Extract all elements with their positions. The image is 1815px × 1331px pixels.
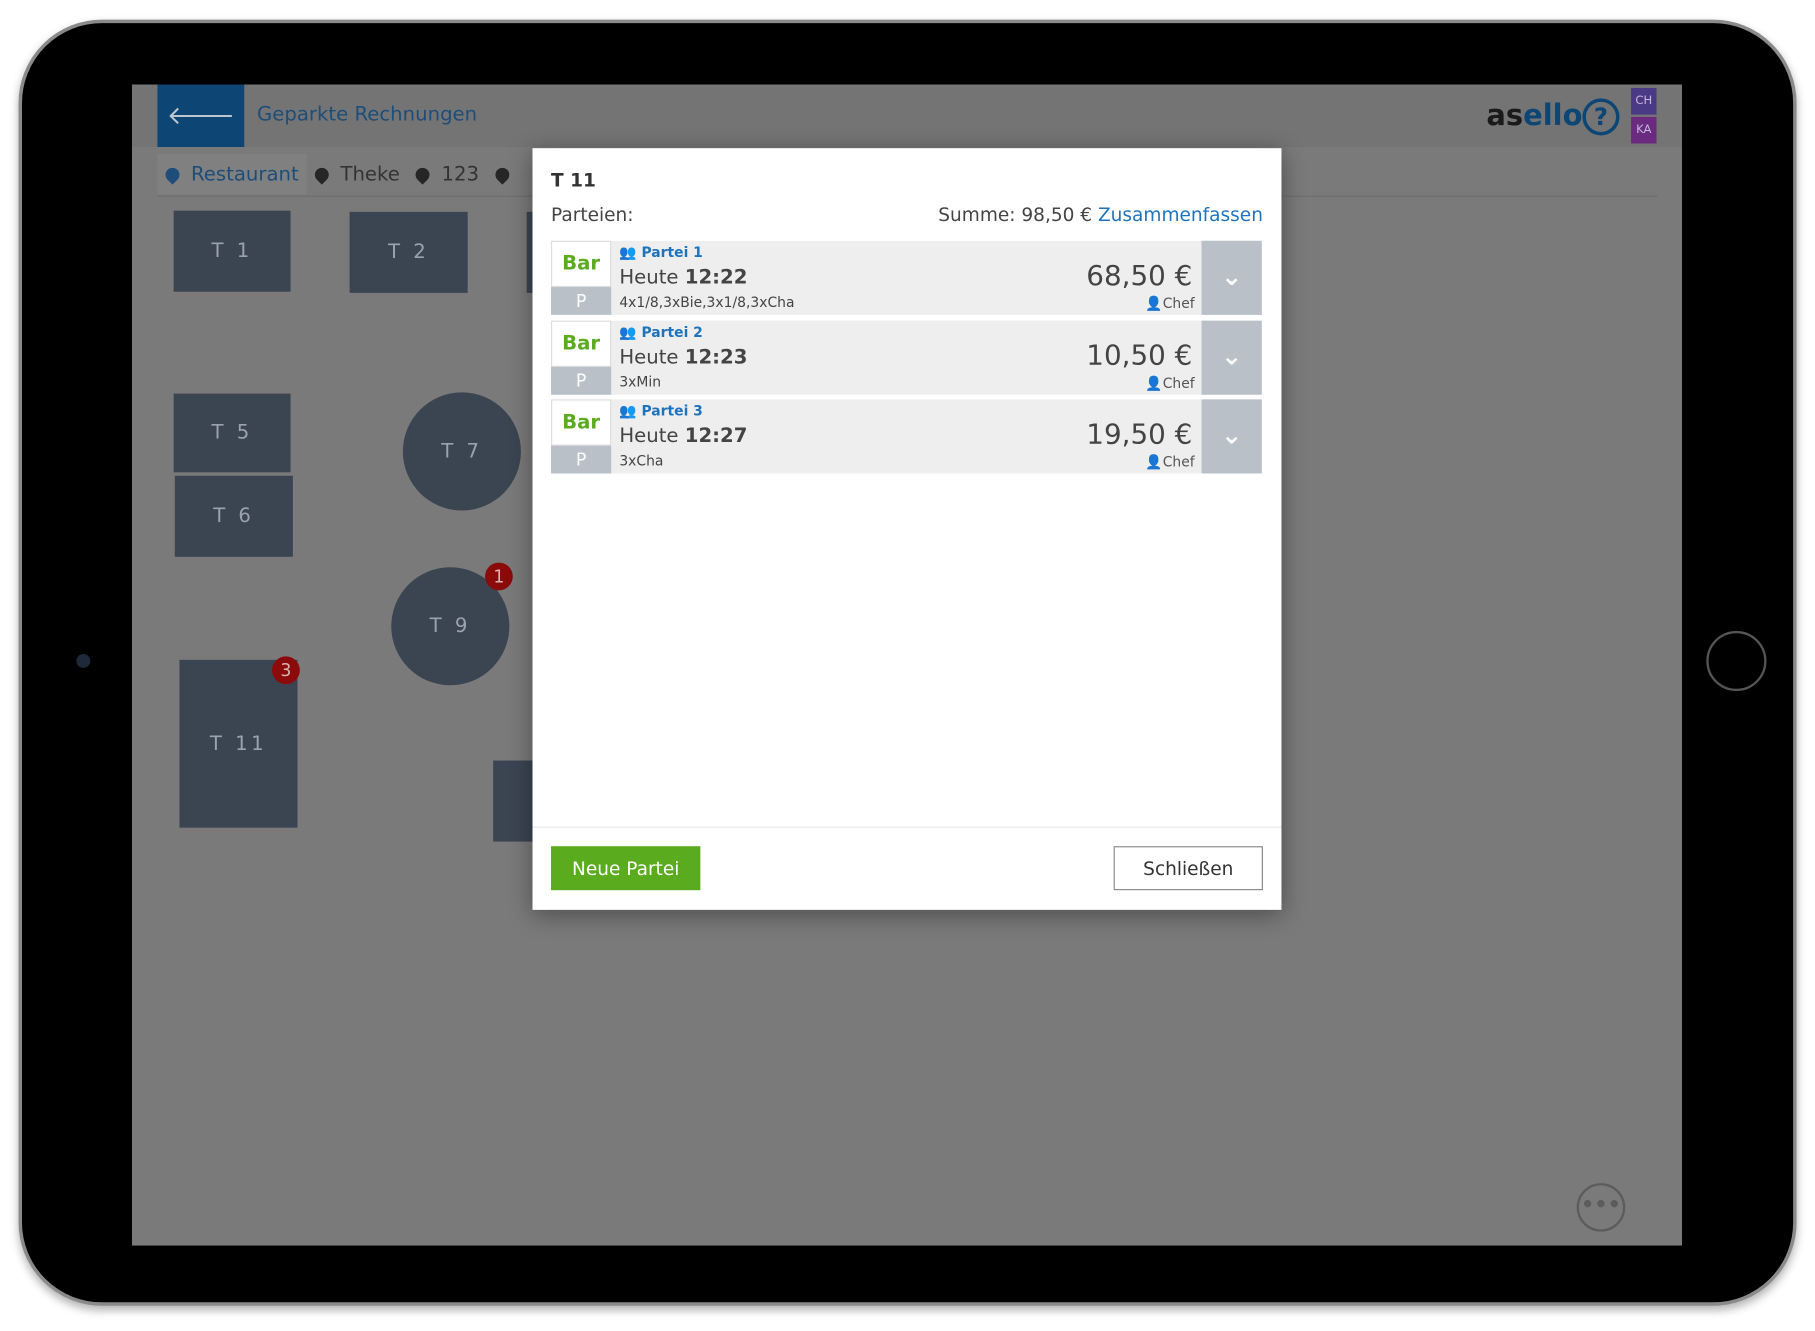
user-icon: 👤	[1145, 295, 1163, 312]
expand-button[interactable]: ⌄	[1201, 399, 1262, 474]
more-button[interactable]: •••	[1576, 1183, 1626, 1232]
area-tabs: Restaurant Theke 123	[157, 153, 522, 195]
party-row[interactable]: Bar P 👥 Partei 1 Heute 12:22 4x1/8,3xBie…	[551, 240, 1262, 315]
party-user: 👤Chef	[1145, 374, 1195, 391]
table-t11-badge: 3	[272, 656, 300, 685]
party-time: Heute 12:22	[619, 266, 748, 290]
users-icon: 👥	[619, 244, 637, 261]
merge-link[interactable]: Zusammenfassen	[1097, 203, 1263, 226]
payment-method: Bar	[551, 399, 612, 446]
party-row[interactable]: Bar P 👥 Partei 2 Heute 12:23 3xMin 10,50…	[551, 320, 1262, 395]
party-name: 👥 Partei 1	[619, 244, 703, 261]
party-name: 👥 Partei 2	[619, 323, 703, 340]
party-items: 4x1/8,3xBie,3x1/8,3xCha	[619, 294, 795, 311]
map-pin-icon	[413, 164, 433, 185]
party-items: 3xMin	[619, 373, 662, 390]
chevron-down-icon: ⌄	[1221, 421, 1243, 451]
party-amount: 10,50 €	[1086, 338, 1193, 372]
sum-text: Summe: 98,50 € Zusammenfassen	[938, 203, 1263, 226]
table-t6[interactable]: T 6	[174, 475, 293, 557]
map-pin-icon	[162, 164, 183, 185]
user-icon: 👤	[1145, 453, 1163, 470]
table-t5[interactable]: T 5	[173, 393, 291, 473]
header: 🡐 Geparkte Rechnungen asello ? CH KA	[131, 84, 1682, 148]
table-hidden[interactable]	[493, 760, 540, 842]
footer-divider	[532, 826, 1282, 828]
tab-123[interactable]: 123	[408, 154, 487, 195]
chevron-down-icon: ⌄	[1221, 262, 1243, 292]
map-pin-icon	[492, 164, 513, 185]
payment-method: Bar	[551, 240, 612, 288]
users-icon: 👥	[619, 323, 637, 340]
page-title: Geparkte Rechnungen	[256, 103, 478, 127]
parties-label: Parteien:	[551, 203, 634, 226]
help-icon[interactable]: ?	[1582, 98, 1620, 136]
map-pin-icon	[312, 164, 332, 185]
dialog-title: T 11	[551, 169, 596, 192]
parked-flag: P	[551, 287, 612, 315]
users-icon: 👥	[619, 402, 637, 420]
parked-flag: P	[551, 366, 612, 395]
parked-flag: P	[551, 445, 612, 474]
party-dialog: T 11 Parteien: Summe: 98,50 € Zusammenfa…	[532, 148, 1282, 910]
home-button[interactable]	[1706, 630, 1767, 692]
table-t9[interactable]: T 9	[391, 567, 510, 686]
user-icon: 👤	[1145, 374, 1163, 391]
payment-method: Bar	[551, 320, 612, 367]
party-name: 👥 Partei 3	[619, 402, 703, 420]
party-amount: 19,50 €	[1086, 417, 1193, 451]
expand-button[interactable]: ⌄	[1201, 320, 1262, 395]
table-t2[interactable]: T 2	[349, 211, 468, 293]
chevron-down-icon: ⌄	[1221, 342, 1243, 372]
user-ch[interactable]: CH	[1631, 87, 1657, 115]
close-button[interactable]: Schließen	[1113, 846, 1263, 891]
party-items: 3xCha	[619, 452, 664, 469]
tab-restaurant[interactable]: Restaurant	[157, 153, 307, 195]
expand-button[interactable]: ⌄	[1201, 240, 1262, 315]
party-user: 👤Chef	[1145, 453, 1195, 470]
table-t9-badge: 1	[485, 562, 513, 591]
party-time: Heute 12:27	[619, 424, 748, 448]
back-button[interactable]: 🡐	[157, 84, 245, 148]
table-t11[interactable]: T 11	[179, 659, 298, 828]
arrow-left-icon: 🡐	[166, 101, 235, 131]
party-amount: 68,50 €	[1086, 259, 1193, 292]
tab-theke[interactable]: Theke	[307, 154, 408, 195]
user-ka[interactable]: KA	[1631, 116, 1657, 144]
table-t1[interactable]: T 1	[173, 210, 291, 292]
new-party-button[interactable]: Neue Partei	[551, 846, 701, 891]
party-row[interactable]: Bar P 👥 Partei 3 Heute 12:27 3xCha 19,50…	[551, 399, 1262, 474]
table-t7[interactable]: T 7	[402, 392, 521, 511]
party-time: Heute 12:23	[619, 345, 748, 369]
table-t3[interactable]	[526, 211, 539, 293]
logo: asello	[1486, 98, 1583, 132]
camera-icon	[76, 654, 91, 668]
party-user: 👤Chef	[1145, 295, 1195, 312]
tab-more[interactable]	[487, 154, 522, 195]
